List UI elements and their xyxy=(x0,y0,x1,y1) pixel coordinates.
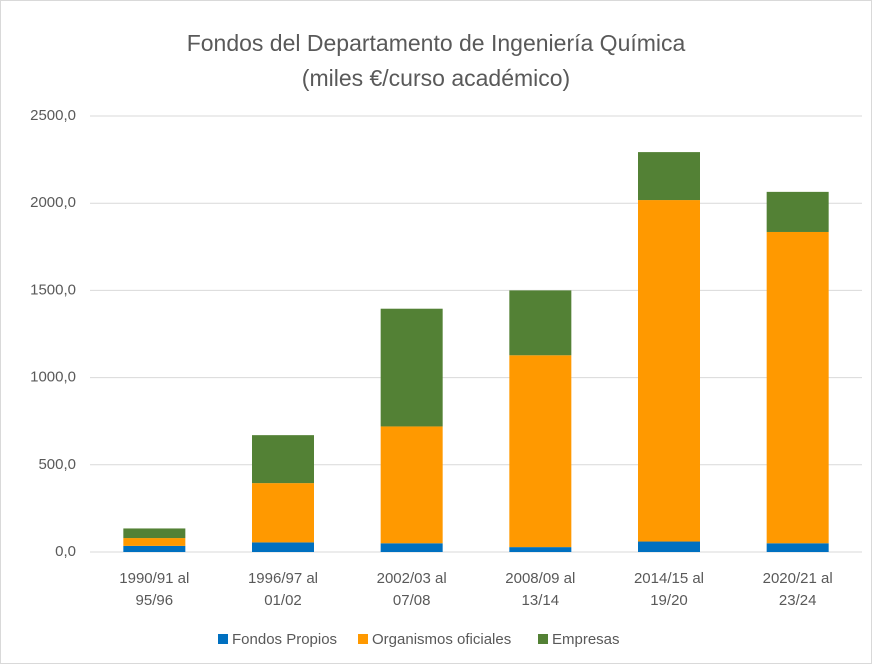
bar-segment xyxy=(766,231,829,544)
y-tick-label: 0,0 xyxy=(55,543,76,560)
legend-label: Empresas xyxy=(552,631,620,648)
bar-segment xyxy=(509,290,572,356)
bar-segment xyxy=(380,543,443,552)
x-tick-label: 2014/15 al xyxy=(634,570,704,587)
bar-segment xyxy=(509,355,572,548)
x-tick-label: 19/20 xyxy=(650,592,688,609)
bar-segment xyxy=(252,483,314,543)
chart-subtitle: (miles €/curso académico) xyxy=(302,65,570,91)
legend-label: Organismos oficiales xyxy=(372,631,511,648)
y-tick-label: 2000,0 xyxy=(30,194,76,211)
x-tick-label: 2008/09 al xyxy=(505,570,575,587)
x-tick-label: 23/24 xyxy=(779,592,817,609)
bar-segment xyxy=(252,542,314,552)
y-tick-label: 1500,0 xyxy=(30,281,76,298)
bar-segment xyxy=(123,538,186,546)
y-tick-label: 2500,0 xyxy=(30,107,76,124)
bar-segment xyxy=(638,152,700,201)
bar-segment xyxy=(123,545,186,552)
x-tick-label: 13/14 xyxy=(522,592,560,609)
bar-segment xyxy=(638,200,700,542)
bar-segment xyxy=(766,543,829,552)
bar-segment xyxy=(509,547,572,552)
legend-swatch xyxy=(358,634,368,644)
legend-label: Fondos Propios xyxy=(232,631,337,648)
x-tick-label: 2020/21 al xyxy=(763,570,833,587)
y-tick-label: 500,0 xyxy=(38,456,76,473)
x-tick-label: 95/96 xyxy=(136,592,174,609)
bar-segment xyxy=(380,426,443,544)
bar-segment xyxy=(766,191,829,232)
x-tick-label: 01/02 xyxy=(264,592,302,609)
legend-swatch xyxy=(218,634,228,644)
bar-segment xyxy=(123,528,186,539)
bar-segment xyxy=(380,308,443,427)
bar-segment xyxy=(638,541,700,552)
x-tick-label: 1996/97 al xyxy=(248,570,318,587)
chart-title: Fondos del Departamento de Ingeniería Qu… xyxy=(187,30,686,56)
y-tick-label: 1000,0 xyxy=(30,369,76,386)
legend-swatch xyxy=(538,634,548,644)
x-tick-label: 2002/03 al xyxy=(377,570,447,587)
bar-segment xyxy=(252,435,314,484)
x-tick-label: 07/08 xyxy=(393,592,431,609)
x-tick-label: 1990/91 al xyxy=(119,570,189,587)
